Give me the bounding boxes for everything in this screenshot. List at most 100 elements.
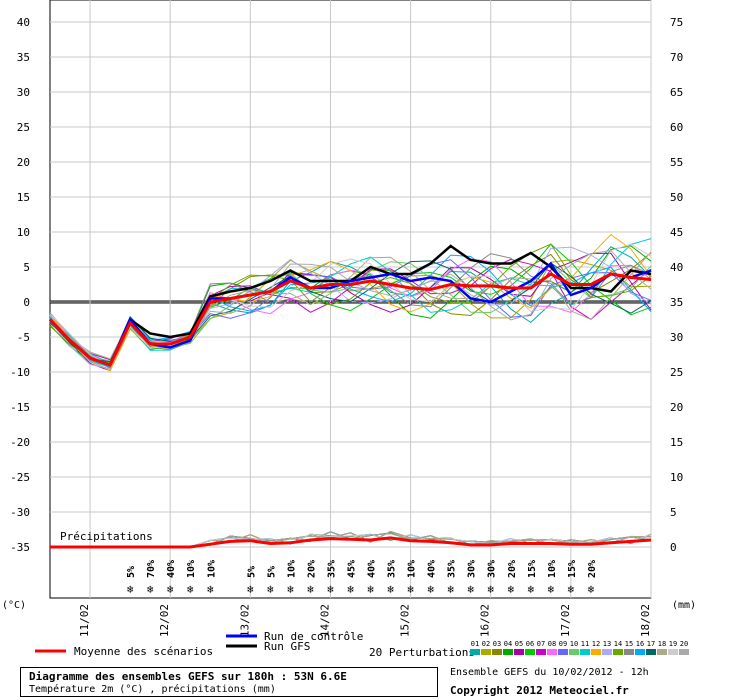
snow-probability-label: 20%	[306, 560, 317, 578]
perturbation-line	[49, 243, 652, 365]
snowflake-icon: ❄	[247, 583, 254, 596]
snowflake-icon: ❄	[467, 583, 474, 596]
perturbation-swatch	[646, 649, 656, 655]
snowflake-icon: ❄	[427, 583, 434, 596]
snow-probability-label: 35%	[326, 560, 337, 578]
perturbation-id-label: 05	[515, 640, 523, 648]
snowflake-icon: ❄	[327, 583, 334, 596]
left-tick-label: 15	[17, 191, 30, 204]
perturbation-line	[49, 243, 652, 367]
perturbation-swatch	[492, 649, 502, 655]
perturbation-id-label: 14	[614, 640, 622, 648]
chart-title-box: Diagramme des ensembles GEFS sur 180h : …	[20, 667, 438, 697]
right-tick-label: 5	[670, 506, 677, 519]
snowflake-icon: ❄	[527, 583, 534, 596]
snowflake-icon: ❄	[387, 583, 394, 596]
snowflake-icon: ❄	[307, 583, 314, 596]
perturbation-swatch	[635, 649, 645, 655]
snow-probability-label: 10%	[286, 560, 297, 578]
precip-mean-line	[50, 536, 652, 549]
left-tick-label: 5	[23, 261, 30, 274]
perturbation-swatch	[624, 649, 634, 655]
snowflake-icon: ❄	[367, 583, 374, 596]
snow-probability-label: 10%	[186, 560, 197, 578]
snow-probability-label: 35%	[387, 560, 398, 578]
perturbation-id-label: 03	[493, 640, 501, 648]
snowflake-icon: ❄	[447, 583, 454, 596]
perturbation-line	[49, 253, 652, 366]
snowflake-icon: ❄	[347, 583, 354, 596]
perturbation-id-label: 20	[680, 640, 688, 648]
snow-probability-label: 40%	[427, 560, 438, 578]
snow-probability-label: 30%	[467, 560, 478, 578]
perturbation-id-label: 16	[636, 640, 644, 648]
perturbation-id-label: 02	[482, 640, 490, 648]
perturbation-swatch	[470, 649, 480, 655]
right-unit-label: (mm)	[672, 600, 696, 611]
x-tick-label: 11/02	[78, 604, 91, 637]
perturbation-id-label: 07	[537, 640, 545, 648]
snow-probability-label: 45%	[347, 560, 358, 578]
snowflake-icon: ❄	[487, 583, 494, 596]
left-tick-label: 25	[17, 121, 30, 134]
perturbation-id-label: 12	[592, 640, 600, 648]
perturbation-id-label: 13	[603, 640, 611, 648]
perturbation-swatch	[679, 649, 689, 655]
perturbation-id-label: 08	[548, 640, 556, 648]
right-tick-label: 50	[670, 191, 683, 204]
perturbation-id-label: 11	[581, 640, 589, 648]
snowflake-icon: ❄	[267, 583, 274, 596]
perturbation-id-label: 06	[526, 640, 534, 648]
snow-probability-label: 10%	[407, 560, 418, 578]
legend-mean-label: Moyenne des scénarios	[74, 645, 213, 658]
x-tick-label: 16/02	[479, 604, 492, 637]
x-tick-label: 14/02	[318, 604, 331, 637]
left-tick-label: -35	[10, 541, 30, 554]
perturbation-swatch	[668, 649, 678, 655]
perturbation-line	[49, 251, 652, 360]
snow-probability-label: 5%	[266, 566, 277, 578]
right-tick-label: 75	[670, 16, 683, 29]
perturbation-swatch	[536, 649, 546, 655]
perturbation-swatch	[558, 649, 568, 655]
snow-probability-label: 10%	[547, 560, 558, 578]
perturbation-swatch	[602, 649, 612, 655]
right-tick-label: 55	[670, 156, 683, 169]
snowflake-icon: ❄	[568, 583, 575, 596]
perturbation-line	[49, 246, 652, 369]
perturbation-line	[49, 254, 652, 369]
snowflake-icon: ❄	[588, 583, 595, 596]
snowflake-icon: ❄	[548, 583, 555, 596]
perturbation-id-label: 10	[570, 640, 578, 648]
right-tick-label: 40	[670, 261, 683, 274]
perturbation-id-label: 04	[504, 640, 512, 648]
snowflake-icon: ❄	[407, 583, 414, 596]
snow-probability-label: 5%	[246, 566, 257, 578]
x-tick-label: 17/02	[559, 604, 572, 637]
snowflake-icon: ❄	[187, 583, 194, 596]
perturbation-swatch	[657, 649, 667, 655]
right-tick-label: 10	[670, 471, 683, 484]
snowflake-icon: ❄	[507, 583, 514, 596]
snow-probability-label: 15%	[567, 560, 578, 578]
perturbation-id-label: 18	[658, 640, 666, 648]
left-tick-label: 0	[23, 296, 30, 309]
snow-probability-label: 10%	[206, 560, 217, 578]
perturbation-swatch	[569, 649, 579, 655]
perturbation-id-label: 15	[625, 640, 633, 648]
perturbation-line	[49, 246, 652, 370]
right-tick-label: 20	[670, 401, 683, 414]
snow-probability-label: 20%	[507, 560, 518, 578]
chart-title: Diagramme des ensembles GEFS sur 180h : …	[29, 670, 347, 683]
perturbation-swatch	[547, 649, 557, 655]
left-tick-label: -10	[10, 366, 30, 379]
perturbation-line	[49, 258, 652, 366]
right-tick-label: 70	[670, 51, 683, 64]
perturbation-id-label: 01	[471, 640, 479, 648]
snowflake-icon: ❄	[127, 583, 134, 596]
legend-gfs-label: Run GFS	[264, 640, 310, 653]
legend-perturbations-label: 20 Perturbations	[369, 646, 475, 659]
perturbation-id-label: 19	[669, 640, 677, 648]
